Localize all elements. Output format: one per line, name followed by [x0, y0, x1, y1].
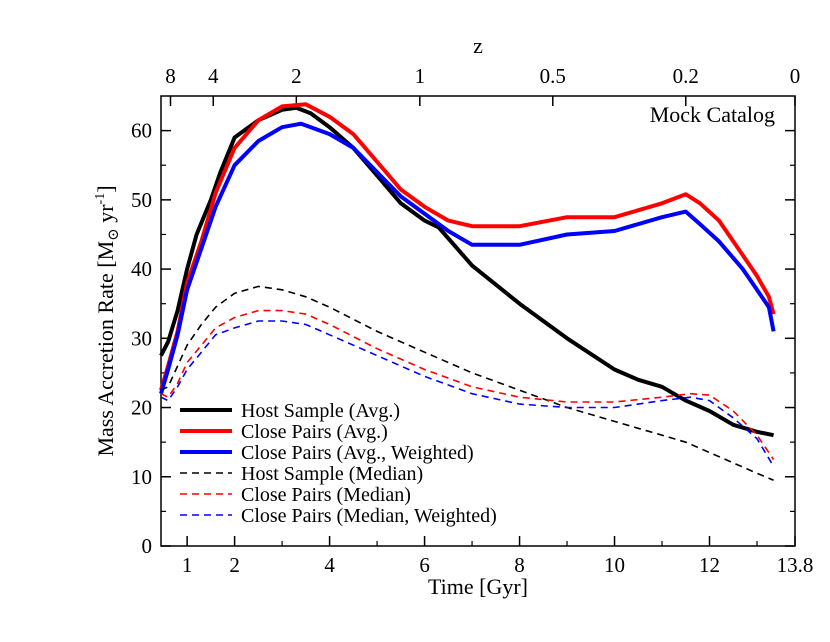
legend-label-1: Close Pairs (Avg.)	[241, 421, 388, 443]
x-tick-label: 4	[324, 553, 335, 577]
y-tick-label: 10	[131, 465, 152, 489]
x-tick-label: 2	[229, 553, 240, 577]
y-axis-label-exponent: -1	[93, 193, 108, 205]
y-tick-label: 50	[131, 188, 152, 212]
series-layer	[159, 102, 776, 481]
top-tick-label: 2	[291, 64, 302, 88]
x-tick-label: 10	[604, 553, 625, 577]
legend-label-4: Close Pairs (Median)	[241, 484, 411, 506]
y-axis-label-close: ]	[93, 185, 118, 192]
legend: Host Sample (Avg.)Close Pairs (Avg.)Clos…	[180, 400, 497, 527]
y-tick-label: 60	[131, 119, 152, 143]
top-tick-label: 0.5	[540, 64, 566, 88]
x-tick-label: 6	[419, 553, 430, 577]
top-tick-label: 0	[790, 64, 801, 88]
x-tick-label: 13.8	[777, 553, 814, 577]
y-tick-label: 40	[131, 257, 152, 281]
legend-label-2: Close Pairs (Avg., Weighted)	[241, 442, 474, 464]
series-line-3	[160, 285, 774, 481]
series-line-1	[159, 102, 776, 391]
top-axis-label: z	[473, 33, 483, 58]
x-tick-label: 8	[514, 553, 525, 577]
y-tick-label: 30	[131, 326, 152, 350]
x-axis-label: Time [Gyr]	[428, 574, 528, 599]
top-tick-label: 8	[165, 64, 176, 88]
legend-label-0: Host Sample (Avg.)	[241, 400, 400, 422]
y-tick-label: 20	[131, 396, 152, 420]
x-tick-label: 1	[182, 553, 193, 577]
series-line-4	[160, 309, 775, 460]
top-tick-label: 4	[208, 64, 219, 88]
x-tick-label: 12	[699, 553, 720, 577]
y-axis-label-sun: ⊙	[106, 228, 122, 241]
series-line-2	[159, 121, 776, 395]
legend-label-5: Close Pairs (Median, Weighted)	[241, 505, 497, 527]
y-tick-label: 0	[142, 534, 153, 558]
y-axis-label: Mass Accretion Rate [M⊙ yr-1]	[93, 185, 122, 456]
y-axis-label-base: Mass Accretion Rate [M	[93, 241, 118, 457]
annotation-mock-catalog: Mock Catalog	[650, 102, 775, 127]
top-tick-label: 1	[415, 64, 426, 88]
legend-label-3: Host Sample (Median)	[241, 463, 423, 485]
series-line-0	[159, 105, 775, 438]
y-axis-label-units: yr	[93, 204, 118, 229]
plot-frame	[160, 95, 796, 547]
top-tick-label: 0.2	[673, 64, 699, 88]
series-line-5	[160, 320, 775, 467]
